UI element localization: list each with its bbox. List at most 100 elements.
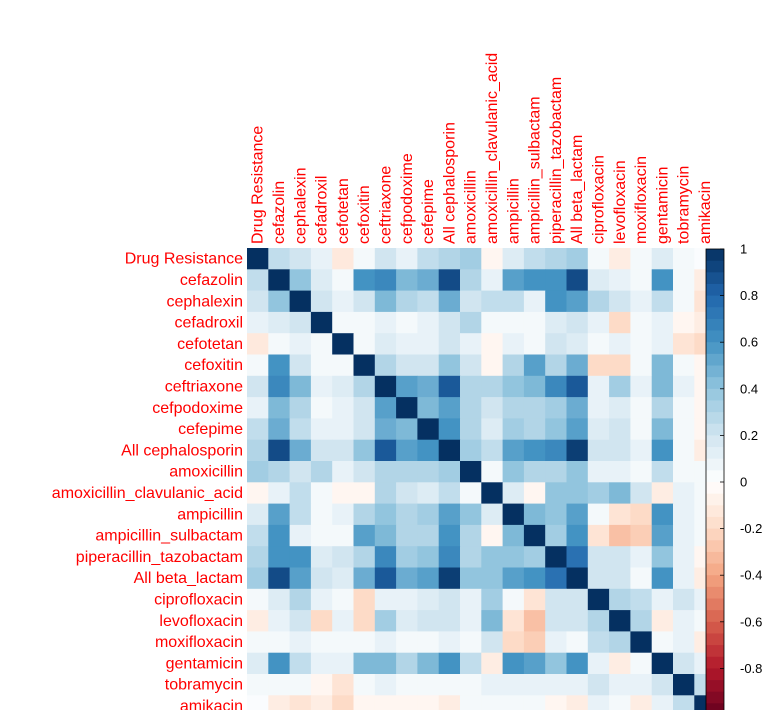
cell-ampicillin-x-cefadroxil — [310, 503, 333, 526]
colorbar-band — [706, 656, 724, 669]
column-label-cefadroxil: cefadroxil — [314, 176, 331, 244]
cell-ceftriaxone-x-cephalexin — [289, 375, 312, 398]
cell-levofloxacin-x-cefazolin — [268, 610, 290, 632]
cell-ciprofloxacin-x-cefotetan — [332, 588, 354, 611]
colorbar-band — [706, 330, 724, 343]
cell-all-beta-lactam-x-ampicillin — [502, 567, 525, 590]
cell-cephalexin-x-ampicillin-sulbactam — [523, 290, 546, 313]
cell-cefadroxil-x-cefotetan — [332, 311, 354, 334]
cell-amoxicillin-x-cefpodoxime — [396, 461, 418, 483]
colorbar-tick-label: 0.6 — [740, 335, 758, 350]
cell-cefoxitin-x-levofloxacin — [609, 354, 631, 377]
colorbar-band — [706, 318, 724, 331]
cell-ampicillin-x-ampicillin-sulbactam — [523, 503, 546, 526]
column-label-levofloxacin: levofloxacin — [612, 160, 629, 244]
cell-drug-resistance-x-tobramycin — [673, 248, 695, 270]
cell-amoxicillin-clavulanic-acid-x-cefoxitin — [353, 482, 376, 504]
cell-amoxicillin-clavulanic-acid-x-drug-resistance — [247, 482, 269, 504]
cell-amikacin-x-ampicillin-sulbactam — [523, 695, 546, 710]
cell-piperacillin-tazobactam-x-all-cephalosporin — [438, 546, 461, 568]
colorbar-band — [706, 540, 724, 553]
column-label-drug-resistance: Drug Resistance — [250, 126, 267, 244]
cell-cefadroxil-x-amoxicillin-clavulanic-acid — [481, 311, 503, 334]
row-label-all-cephalosporin: All cephalosporin — [121, 442, 243, 459]
cell-cefpodoxime-x-amoxicillin — [460, 397, 482, 419]
row-label-cefepime: cefepime — [178, 421, 243, 438]
cell-cefotetan-x-all-beta-lactam — [566, 333, 589, 355]
cell-all-beta-lactam-x-cefazolin — [268, 567, 290, 590]
cell-ampicillin-sulbactam-x-drug-resistance — [247, 524, 269, 547]
cell-tobramycin-x-tobramycin — [673, 674, 695, 696]
colorbar-tick-label: -0.2 — [740, 521, 762, 536]
cell-all-beta-lactam-x-piperacillin-tazobactam — [545, 567, 567, 590]
cell-all-cephalosporin-x-ampicillin — [502, 439, 525, 462]
cell-ampicillin-x-levofloxacin — [609, 503, 631, 526]
cell-gentamicin-x-cefazolin — [268, 652, 290, 675]
cell-cefpodoxime-x-all-beta-lactam — [566, 397, 589, 419]
cell-ceftriaxone-x-cefotetan — [332, 375, 354, 398]
cell-gentamicin-x-cefotetan — [332, 652, 354, 675]
cell-piperacillin-tazobactam-x-cefepime — [417, 546, 440, 568]
cell-piperacillin-tazobactam-x-ampicillin — [502, 546, 525, 568]
cell-piperacillin-tazobactam-x-drug-resistance — [247, 546, 269, 568]
cell-gentamicin-x-cefadroxil — [310, 652, 333, 675]
cell-ampicillin-x-amoxicillin — [460, 503, 482, 526]
cell-ceftriaxone-x-all-cephalosporin — [438, 375, 461, 398]
cell-cefazolin-x-amoxicillin — [460, 269, 482, 291]
cell-cefadroxil-x-cefoxitin — [353, 311, 376, 334]
cell-cefazolin-x-drug-resistance — [247, 269, 269, 291]
colorbar-band — [706, 295, 724, 308]
cell-all-cephalosporin-x-amoxicillin — [460, 439, 482, 462]
cell-cefpodoxime-x-piperacillin-tazobactam — [545, 397, 567, 419]
column-label-cefazolin: cefazolin — [271, 181, 288, 244]
cell-all-cephalosporin-x-cephalexin — [289, 439, 312, 462]
cell-amoxicillin-clavulanic-acid-x-ampicillin — [502, 482, 525, 504]
cell-cefazolin-x-ampicillin — [502, 269, 525, 291]
colorbar-band — [706, 458, 724, 471]
cell-moxifloxacin-x-cefazolin — [268, 631, 290, 654]
cell-ceftriaxone-x-cefoxitin — [353, 375, 376, 398]
cell-cephalexin-x-cephalexin — [289, 290, 312, 313]
row-label-ampicillin-sulbactam: ampicillin_sulbactam — [95, 528, 243, 545]
cell-cefepime-x-amoxicillin — [460, 418, 482, 441]
colorbar-band — [706, 435, 724, 448]
cell-ceftriaxone-x-amoxicillin — [460, 375, 482, 398]
cell-moxifloxacin-x-all-beta-lactam — [566, 631, 589, 654]
cell-cefpodoxime-x-cefazolin — [268, 397, 290, 419]
column-label-all-beta-lactam: All beta_lactam — [569, 135, 586, 244]
cell-drug-resistance-x-gentamicin — [651, 248, 674, 270]
cell-cefpodoxime-x-levofloxacin — [609, 397, 631, 419]
cell-cefpodoxime-x-ampicillin — [502, 397, 525, 419]
cell-moxifloxacin-x-piperacillin-tazobactam — [545, 631, 567, 654]
cell-ciprofloxacin-x-gentamicin — [651, 588, 674, 611]
cell-levofloxacin-x-ciprofloxacin — [587, 610, 610, 632]
cell-cefotetan-x-levofloxacin — [609, 333, 631, 355]
cell-cefepime-x-cefpodoxime — [396, 418, 418, 441]
cell-ampicillin-sulbactam-x-ampicillin-sulbactam — [523, 524, 546, 547]
cell-cefpodoxime-x-cefpodoxime — [396, 397, 418, 419]
cell-drug-resistance-x-cefpodoxime — [396, 248, 418, 270]
colorbar-band — [706, 388, 724, 401]
cell-cefotetan-x-ciprofloxacin — [587, 333, 610, 355]
cell-ciprofloxacin-x-cephalexin — [289, 588, 312, 611]
cell-cefpodoxime-x-amoxicillin-clavulanic-acid — [481, 397, 503, 419]
cell-levofloxacin-x-ampicillin-sulbactam — [523, 610, 546, 632]
cell-cefazolin-x-cefadroxil — [310, 269, 333, 291]
cell-cefadroxil-x-ampicillin — [502, 311, 525, 334]
cell-all-cephalosporin-x-piperacillin-tazobactam — [545, 439, 567, 462]
cell-cefazolin-x-levofloxacin — [609, 269, 631, 291]
cell-drug-resistance-x-moxifloxacin — [630, 248, 653, 270]
cell-tobramycin-x-ceftriaxone — [374, 674, 397, 696]
cell-ceftriaxone-x-cefpodoxime — [396, 375, 418, 398]
cell-tobramycin-x-levofloxacin — [609, 674, 631, 696]
cell-amikacin-x-tobramycin — [673, 695, 695, 710]
cell-moxifloxacin-x-tobramycin — [673, 631, 695, 654]
cell-ceftriaxone-x-moxifloxacin — [630, 375, 653, 398]
cell-amoxicillin-clavulanic-acid-x-amoxicillin — [460, 482, 482, 504]
colorbar-band — [706, 575, 724, 588]
cell-cefotetan-x-all-cephalosporin — [438, 333, 461, 355]
cell-amikacin-x-drug-resistance — [247, 695, 269, 710]
cell-gentamicin-x-cefpodoxime — [396, 652, 418, 675]
cell-cefotetan-x-tobramycin — [673, 333, 695, 355]
